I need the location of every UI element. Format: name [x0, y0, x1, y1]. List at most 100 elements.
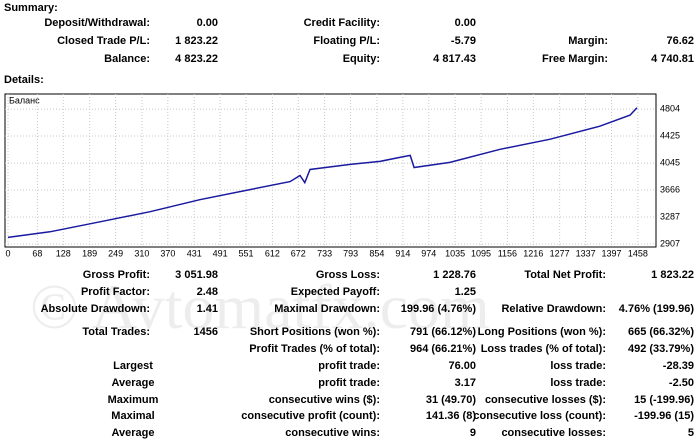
field-value: 15 (-199.96)	[634, 394, 694, 406]
y-tick-label: 3287	[660, 211, 680, 221]
x-tick-label: 68	[32, 248, 42, 258]
x-tick-label: 1458	[628, 248, 648, 258]
field-value: 1 228.76	[433, 269, 476, 281]
field-label: Maximal	[111, 410, 155, 422]
x-tick-label: 974	[421, 248, 436, 258]
field-value: 31 (49.70)	[425, 394, 476, 406]
field-value: 199.96 (4.76%)	[400, 303, 476, 315]
field-value: 141.36 (8)	[425, 410, 476, 422]
field-label: consecutive losses:	[501, 427, 606, 439]
x-tick-label: 1156	[498, 248, 517, 258]
field-value: 492 (33.79%)	[627, 343, 694, 355]
field-label: Gross Loss:	[315, 269, 380, 281]
field-label: Balance:	[104, 53, 150, 65]
summary-title: Summary:	[4, 2, 58, 14]
field-label: Short Positions (won %):	[249, 326, 380, 338]
field-value: 9	[469, 427, 476, 439]
x-tick-label: 189	[82, 248, 97, 258]
field-label: Profit Trades (% of total):	[249, 343, 380, 355]
field-label: Long Positions (won %):	[477, 326, 606, 338]
x-tick-label: 1277	[550, 248, 570, 258]
field-value: 4 817.43	[433, 53, 476, 65]
field-value: 791 (66.12%)	[409, 326, 476, 338]
y-tick-label: 4045	[660, 157, 680, 167]
y-tick-label: 4425	[660, 130, 680, 140]
x-tick-label: 672	[291, 248, 306, 258]
field-label: Closed Trade P/L:	[57, 35, 150, 47]
field-value: 4 823.22	[175, 53, 218, 65]
field-label: consecutive losses ($):	[484, 394, 606, 406]
balance-line	[7, 107, 638, 239]
x-tick-label: 1216	[523, 248, 543, 258]
field-value: -5.79	[450, 35, 476, 47]
field-label: Absolute Drawdown:	[40, 303, 150, 315]
field-label: Average	[111, 427, 155, 439]
field-value: -199.96 (15)	[634, 410, 694, 422]
field-label: Loss trades (% of total):	[480, 343, 606, 355]
field-label: Equity:	[342, 53, 380, 65]
field-label: Gross Profit:	[82, 269, 150, 281]
x-tick-label: 370	[160, 248, 175, 258]
field-label: Total Net Profit:	[524, 269, 606, 281]
field-label: Deposit/Withdrawal:	[44, 17, 150, 29]
y-tick-label: 4804	[660, 103, 680, 113]
field-value: 1 823.22	[651, 269, 694, 281]
field-value: 0.00	[454, 17, 476, 29]
x-tick-label: 0	[6, 248, 11, 258]
field-label: consecutive wins:	[285, 427, 380, 439]
field-value: 3.17	[454, 377, 476, 389]
legend-label: Баланс	[9, 95, 40, 105]
x-tick-label: 914	[395, 248, 410, 258]
field-label: profit trade:	[318, 360, 380, 372]
y-tick-label: 2907	[660, 238, 680, 248]
x-tick-label: 1337	[576, 248, 596, 258]
field-label: consecutive loss (count):	[473, 410, 606, 422]
field-value: -2.50	[668, 377, 694, 389]
details-title: Details:	[4, 74, 44, 86]
field-label: loss trade:	[550, 377, 606, 389]
field-value: 665 (66.32%)	[627, 326, 694, 338]
field-value: 2.48	[196, 286, 218, 298]
plot-area	[4, 93, 657, 248]
x-tick-label: 793	[343, 248, 358, 258]
field-value: 4.76% (199.96)	[618, 303, 694, 315]
x-tick-label: 551	[239, 248, 254, 258]
field-value: 3 051.98	[175, 269, 218, 281]
field-value: 76.00	[448, 360, 476, 372]
field-value: 1456	[193, 326, 218, 338]
field-value: 1.25	[454, 286, 476, 298]
field-label: Relative Drawdown:	[501, 303, 606, 315]
field-label: Floating P/L:	[313, 35, 380, 47]
field-label: Credit Facility:	[303, 17, 380, 29]
field-label: profit trade:	[318, 377, 380, 389]
field-value: 5	[687, 427, 694, 439]
field-label: Total Trades:	[82, 326, 150, 338]
x-tick-label: 1035	[445, 248, 465, 258]
field-label: Expected Payoff:	[290, 286, 380, 298]
x-tick-label: 431	[187, 248, 202, 258]
field-label: Margin:	[568, 35, 608, 47]
field-value: 0.00	[196, 17, 218, 29]
x-tick-label: 310	[134, 248, 149, 258]
field-label: Maximal Drawdown:	[274, 303, 380, 315]
x-tick-label: 128	[56, 248, 71, 258]
field-label: consecutive profit (count):	[241, 410, 380, 422]
x-tick-label: 854	[369, 248, 384, 258]
x-tick-label: 491	[213, 248, 228, 258]
field-value: 1 823.22	[175, 35, 218, 47]
field-value: 1.41	[196, 303, 218, 315]
x-tick-label: 1095	[471, 248, 491, 258]
field-value: 4 740.81	[651, 53, 694, 65]
field-label: consecutive wins ($):	[268, 394, 380, 406]
field-value: 76.62	[666, 35, 694, 47]
field-value: 964 (66.21%)	[409, 343, 476, 355]
field-label: loss trade:	[550, 360, 606, 372]
field-label: Largest	[113, 360, 153, 372]
watermark: © Avtomatfx.com	[30, 271, 490, 342]
field-value: -28.39	[662, 360, 694, 372]
field-label: Free Margin:	[541, 53, 608, 65]
field-label: Maximum	[107, 394, 159, 406]
x-tick-label: 612	[265, 248, 280, 258]
